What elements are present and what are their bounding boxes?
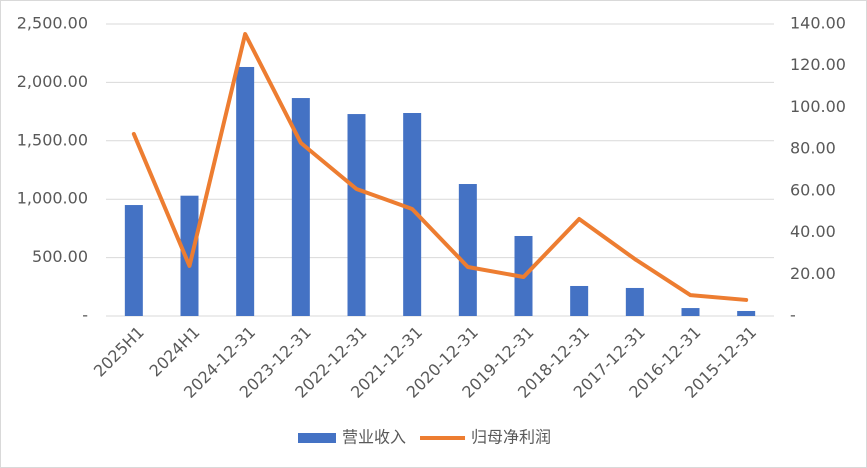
y-tick-label: 1,500.00	[17, 130, 88, 149]
legend-label: 归母净利润	[471, 428, 551, 447]
legend-label: 营业收入	[342, 428, 406, 447]
y2-tick-label: 100.00	[790, 97, 846, 116]
y2-tick-label: 120.00	[790, 55, 846, 74]
bar	[737, 310, 756, 316]
y-tick-label: 2,500.00	[17, 14, 88, 33]
legend-swatch	[298, 433, 336, 443]
bar	[180, 195, 199, 316]
bar	[236, 66, 255, 317]
bar	[291, 98, 310, 316]
y-tick-label: -	[82, 306, 88, 325]
bar	[570, 285, 589, 316]
y2-tick-label: 140.00	[790, 14, 846, 33]
y2-tick-label: 40.00	[790, 222, 836, 241]
line	[131, 32, 749, 302]
y2-tick-label: 80.00	[790, 139, 836, 158]
bar	[625, 287, 644, 316]
y-tick-label: 1,000.00	[17, 189, 88, 208]
bar	[347, 114, 366, 317]
y2-tick-label: 20.00	[790, 264, 836, 283]
bar	[681, 308, 700, 316]
bar	[124, 205, 143, 316]
bar	[403, 113, 422, 316]
y-tick-label: 2,000.00	[17, 72, 88, 91]
y-tick-label: 500.00	[32, 247, 88, 266]
y2-tick-label: -	[790, 306, 796, 325]
y2-tick-label: 60.00	[790, 180, 836, 199]
bar	[458, 184, 477, 316]
